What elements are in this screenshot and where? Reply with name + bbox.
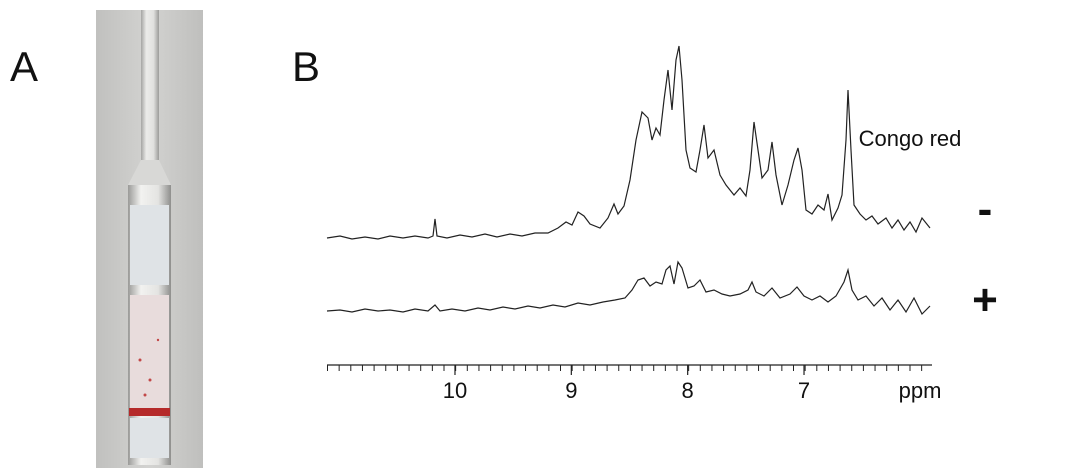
x-tick-label: 10 bbox=[443, 378, 467, 403]
x-tick-label: 8 bbox=[682, 378, 694, 403]
panel-label: A bbox=[10, 43, 38, 90]
x-tick-label: 9 bbox=[565, 378, 577, 403]
spectrum-trace bbox=[326, 260, 931, 316]
spectrum-trace bbox=[326, 45, 931, 240]
legend-row: + bbox=[972, 276, 998, 325]
tube-photo bbox=[96, 10, 203, 468]
legend-row: - bbox=[978, 185, 993, 234]
axis-label: ppm bbox=[899, 378, 942, 403]
panel-label: B bbox=[292, 43, 320, 90]
x-tick-label: 7 bbox=[798, 378, 810, 403]
legend-title: Congo red bbox=[859, 126, 962, 151]
